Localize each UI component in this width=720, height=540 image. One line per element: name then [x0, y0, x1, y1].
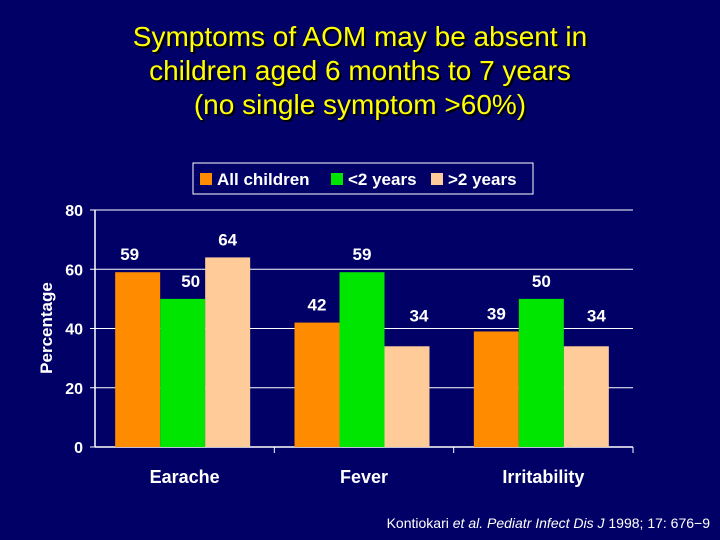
- y-tick-label: 20: [65, 381, 83, 398]
- legend-swatch: [200, 173, 212, 185]
- legend-swatch: [431, 173, 443, 185]
- legend-label: <2 years: [348, 170, 417, 189]
- bar-value-label: 50: [181, 272, 200, 291]
- citation-etal: et al.: [452, 515, 484, 531]
- bar-value-label: 59: [120, 245, 139, 264]
- bar-value-label: 59: [353, 245, 372, 264]
- chart-title: Symptoms of AOM may be absent in childre…: [0, 20, 720, 122]
- bar: [563, 346, 609, 447]
- bar-value-label: 64: [218, 230, 237, 249]
- legend: All children <2 years >2 years: [192, 162, 534, 195]
- y-tick-label: 80: [65, 203, 83, 220]
- title-line-2: children aged 6 months to 7 years: [149, 55, 571, 86]
- bar: [473, 331, 519, 447]
- y-tick-label: 40: [65, 322, 83, 339]
- bar-value-label: 42: [308, 296, 327, 315]
- bar: [294, 322, 340, 447]
- legend-swatch: [331, 173, 343, 185]
- legend-label: >2 years: [448, 170, 517, 189]
- bar-value-label: 34: [410, 306, 429, 325]
- bar: [339, 272, 385, 447]
- bar: [518, 298, 564, 447]
- citation-authors: Kontiokari: [386, 515, 449, 531]
- y-tick-label: 0: [74, 440, 83, 457]
- x-tick-label: Fever: [340, 467, 388, 487]
- x-tick-label: Earache: [150, 467, 220, 487]
- citation-journal: Pediatr Infect Dis J: [487, 515, 605, 531]
- legend-label: All children: [217, 170, 310, 189]
- bar: [115, 272, 161, 447]
- bar-value-label: 50: [532, 272, 551, 291]
- bar: [384, 346, 430, 447]
- y-axis-label: Percentage: [37, 282, 56, 374]
- title-line-3: (no single symptom >60%): [193, 89, 527, 120]
- title-line-1: Symptoms of AOM may be absent in: [132, 21, 588, 52]
- bar-value-label: 34: [587, 306, 606, 325]
- bar: [160, 298, 206, 447]
- legend-box: [192, 162, 534, 195]
- bar-value-label: 39: [487, 304, 506, 323]
- citation-details: 1998; 17: 676−9: [608, 515, 710, 531]
- citation: Kontiokari et al. Pediatr Infect Dis J 1…: [387, 515, 710, 531]
- x-tick-label: Irritability: [502, 467, 584, 487]
- bar: [205, 257, 251, 447]
- plot-area: 0 20 40 60 80 59 50 64 Earache 42 59 34 Fever 39 50 34 I…: [65, 203, 634, 487]
- y-tick-label: 60: [65, 262, 83, 279]
